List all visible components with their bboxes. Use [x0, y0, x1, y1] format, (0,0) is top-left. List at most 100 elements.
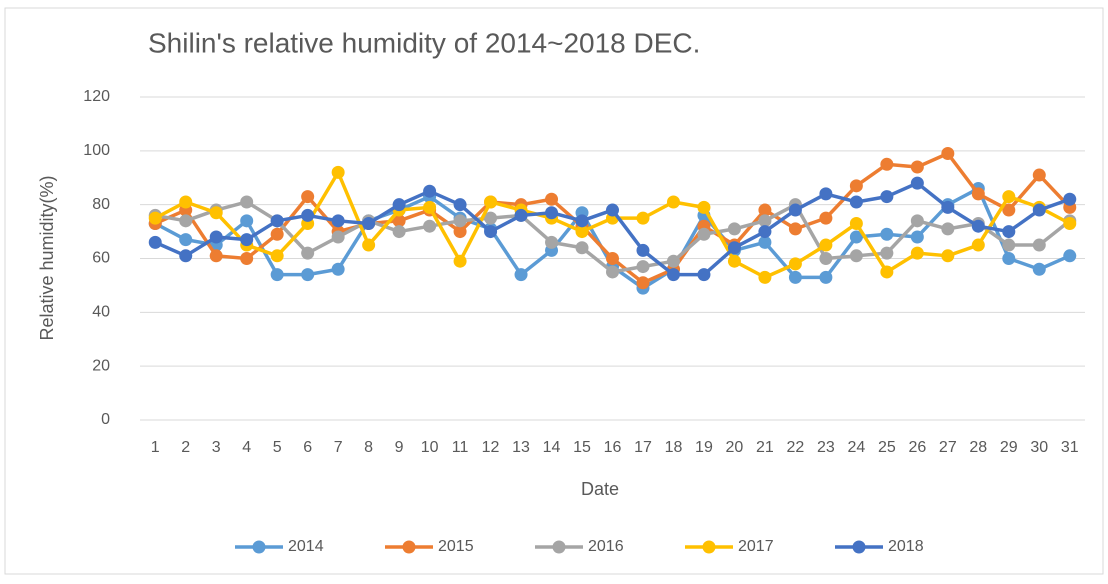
point: [849, 179, 863, 193]
point: [606, 252, 619, 265]
point: [1063, 192, 1077, 206]
point: [758, 214, 772, 228]
point: [484, 211, 498, 225]
x-tick-label: 28: [969, 439, 987, 456]
point: [819, 211, 833, 225]
point: [423, 200, 437, 214]
point: [392, 198, 406, 212]
x-tick-label: 20: [726, 439, 744, 456]
point: [179, 214, 193, 228]
point: [331, 230, 345, 244]
point: [880, 265, 894, 279]
y-tick-label: 60: [92, 250, 110, 267]
point: [910, 160, 924, 174]
y-tick-label: 120: [83, 88, 110, 105]
point: [758, 203, 772, 217]
point: [941, 147, 955, 161]
point: [1032, 203, 1046, 217]
x-tick-label: 8: [364, 439, 373, 456]
point: [1002, 203, 1016, 217]
point: [849, 249, 863, 263]
point: [484, 225, 498, 239]
point: [545, 192, 559, 206]
x-tick-label: 27: [939, 439, 957, 456]
point: [666, 254, 680, 268]
point: [1063, 217, 1077, 231]
point: [331, 214, 345, 228]
point: [941, 222, 955, 236]
point: [301, 268, 315, 282]
point: [240, 233, 254, 247]
point: [819, 252, 833, 265]
point: [148, 211, 162, 225]
point: [362, 238, 376, 252]
x-tick-label: 23: [817, 439, 835, 456]
point: [880, 157, 894, 171]
point: [788, 203, 802, 217]
point: [209, 249, 223, 263]
x-tick-label: 11: [452, 439, 469, 456]
point: [606, 203, 619, 217]
y-axis-label: Relative humidity(%): [37, 175, 57, 340]
x-tick-label: 10: [421, 439, 439, 456]
x-tick-label: 7: [334, 439, 343, 456]
point: [758, 235, 772, 249]
point: [849, 217, 863, 231]
point: [819, 187, 833, 201]
point: [758, 225, 772, 239]
point: [1032, 168, 1046, 182]
x-tick-label: 31: [1061, 439, 1079, 456]
point: [666, 268, 680, 282]
point: [758, 270, 772, 284]
x-tick-label: 19: [695, 439, 713, 456]
point: [545, 206, 559, 220]
point: [301, 190, 315, 204]
y-tick-label: 20: [92, 357, 110, 374]
point: [971, 219, 985, 233]
point: [788, 222, 802, 236]
legend-marker: [402, 540, 416, 554]
y-tick-label: 100: [83, 142, 110, 159]
x-tick-label: 25: [878, 439, 896, 456]
x-tick-label: 12: [482, 439, 500, 456]
point: [1002, 238, 1016, 252]
point: [331, 262, 345, 276]
point: [240, 252, 254, 265]
x-tick-label: 24: [847, 439, 865, 456]
y-tick-label: 40: [92, 304, 110, 321]
point: [636, 243, 650, 257]
x-axis-label: Date: [581, 479, 619, 499]
point: [453, 225, 467, 239]
legend-label: 2015: [438, 538, 474, 555]
x-tick-label: 21: [756, 439, 774, 456]
point: [270, 249, 284, 263]
point: [941, 249, 955, 263]
point: [819, 238, 833, 252]
point: [971, 238, 985, 252]
y-tick-label: 0: [101, 411, 110, 428]
x-tick-label: 26: [908, 439, 926, 456]
point: [727, 254, 741, 268]
x-tick-label: 1: [151, 439, 160, 456]
point: [392, 225, 406, 239]
legend-marker: [852, 540, 866, 554]
y-tick-label: 80: [92, 196, 110, 213]
x-tick-label: 6: [303, 439, 312, 456]
point: [727, 222, 741, 236]
legend-marker: [252, 540, 266, 554]
x-tick-label: 22: [787, 439, 805, 456]
x-tick-label: 4: [242, 439, 251, 456]
x-tick-label: 9: [395, 439, 404, 456]
point: [788, 270, 802, 284]
x-tick-label: 14: [543, 439, 561, 456]
point: [727, 241, 741, 255]
point: [179, 233, 193, 247]
point: [453, 198, 467, 212]
point: [880, 190, 894, 204]
x-tick-label: 3: [212, 439, 221, 456]
point: [148, 235, 162, 249]
point: [240, 214, 254, 228]
point: [910, 230, 924, 244]
point: [636, 276, 650, 290]
point: [270, 214, 284, 228]
